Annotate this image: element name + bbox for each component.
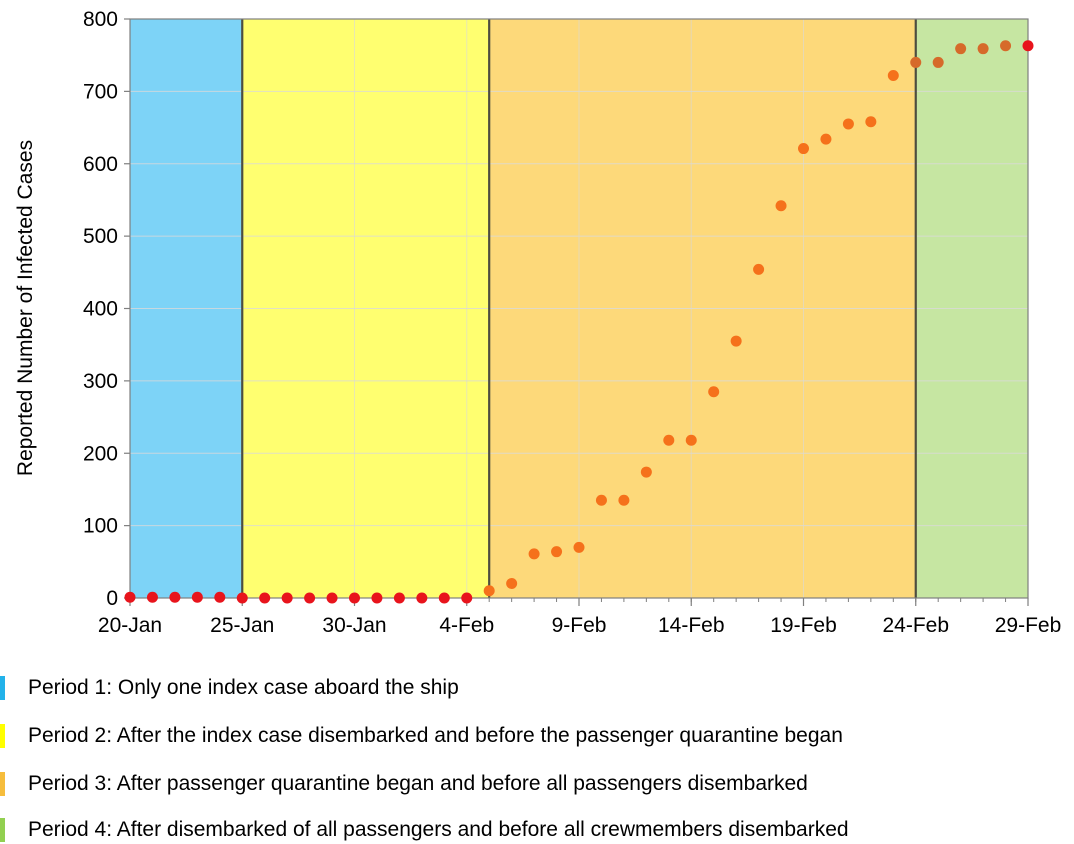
data-point-2020-01-29 [326,592,338,604]
data-point-2020-02-22 [865,116,877,128]
data-point-2020-01-23 [191,591,203,603]
x-tick-label-14-Feb: 14-Feb [658,614,725,637]
legend-swatch-period-1 [0,676,5,700]
gridlines [130,19,1028,598]
data-point-2020-02-11 [618,494,630,506]
cases-chart: 0 100 200 300 400 500 600 700 800 20-Jan 25-Jan 30… [14,8,1061,637]
x-axis-ticks: 20-Jan 25-Jan 30-Jan 4-Feb 9-Feb 14-Feb 19-Feb… [98,598,1061,637]
y-tick-label-800: 800 [83,8,118,31]
data-point-2020-01-24 [214,591,226,603]
legend-label-period-4: Period 4: After disembarked of all passe… [28,818,849,841]
data-point-2020-02-17 [753,263,765,275]
y-tick-label-700: 700 [83,80,118,103]
data-point-2020-01-25 [236,592,248,604]
data-point-2020-02-06 [506,578,518,590]
data-point-2020-01-28 [304,592,316,604]
data-point-2020-02-25 [932,56,944,68]
data-point-2020-01-20 [124,591,136,603]
y-tick-label-500: 500 [83,225,118,248]
y-tick-label-300: 300 [83,370,118,393]
data-point-2020-02-14 [685,434,697,446]
x-tick-label-19-Feb: 19-Feb [770,614,837,637]
data-point-2020-01-26 [259,592,271,604]
data-point-2020-02-12 [640,466,652,478]
data-point-2020-02-01 [393,592,405,604]
legend-item-period-1: Period 1: Only one index case aboard the… [0,672,1074,702]
data-point-2020-02-24 [910,56,922,68]
x-tick-label-30-Jan: 30-Jan [322,614,386,637]
data-point-2020-02-05 [483,585,495,597]
data-point-2020-01-30 [349,592,360,604]
y-tick-label-0: 0 [106,587,118,610]
legend-swatch-period-3 [0,772,5,796]
legend-label-period-3: Period 3: After passenger quarantine beg… [28,772,808,795]
y-tick-label-400: 400 [83,298,118,321]
data-point-2020-02-13 [663,434,675,446]
data-point-2020-01-22 [169,591,181,603]
x-tick-label-9-Feb: 9-Feb [552,614,607,637]
period-dividers [241,19,917,598]
legend-label-period-2: Period 2: After the index case disembark… [28,724,843,747]
legend-swatch-period-2 [0,724,5,748]
data-point-2020-02-02 [416,592,428,604]
data-point-2020-02-16 [730,335,742,347]
data-point-2020-02-03 [438,592,450,604]
legend-item-period-4: Period 4: After disembarked of all passe… [0,814,1074,844]
data-point-2020-02-07 [528,548,540,560]
legend-item-period-2: Period 2: After the index case disembark… [0,720,1074,750]
data-point-2020-02-29 [1022,40,1034,52]
x-tick-label-20-Jan: 20-Jan [98,614,162,637]
data-point-2020-02-04 [461,592,473,604]
legend-item-period-3: Period 3: After passenger quarantine beg… [0,768,1074,798]
data-point-2020-02-19 [798,143,809,155]
legend-swatch-period-4 [0,818,5,842]
data-point-2020-02-15 [708,386,720,398]
x-tick-label-24-Feb: 24-Feb [882,614,949,637]
y-axis-ticks: 0 100 200 300 400 500 600 700 800 [83,8,130,610]
x-tick-label-25-Jan: 25-Jan [210,614,274,637]
data-point-2020-02-27 [977,43,989,55]
y-tick-label-100: 100 [83,515,118,538]
data-point-2020-02-21 [842,118,854,130]
x-tick-label-29-Feb: 29-Feb [995,614,1062,637]
y-axis-label: Reported Number of Infected Cases [14,140,37,476]
data-points [124,40,1034,604]
x-tick-label-4-Feb: 4-Feb [439,614,494,637]
data-point-2020-01-27 [281,592,293,604]
y-tick-label-600: 600 [83,153,118,176]
data-point-2020-02-23 [887,69,899,81]
data-point-2020-02-10 [595,494,607,506]
data-point-2020-02-18 [775,200,787,212]
data-point-2020-02-26 [955,43,967,55]
data-point-2020-01-31 [371,592,383,604]
data-point-2020-02-20 [820,133,832,145]
data-point-2020-01-21 [146,591,158,603]
y-tick-label-200: 200 [83,442,118,465]
data-point-2020-02-09 [573,541,585,553]
legend-label-period-1: Period 1: Only one index case aboard the… [28,676,459,699]
data-point-2020-02-08 [551,546,563,558]
data-point-2020-02-28 [1000,40,1012,52]
